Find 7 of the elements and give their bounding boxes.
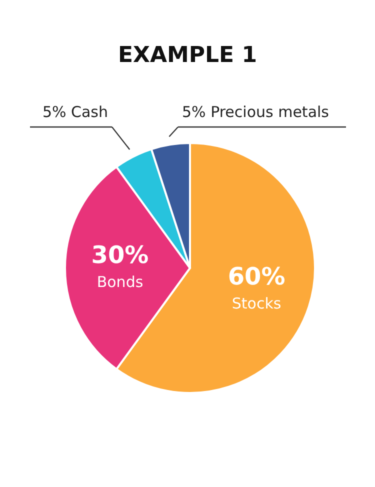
slice-label: Bonds (96, 273, 144, 291)
slice-label: Stocks (232, 294, 282, 313)
slice-label: 5% Precious metals (182, 103, 330, 121)
data-label: 60% (228, 262, 286, 291)
data-label: 30% (91, 241, 149, 269)
slice-label: 5% Cash (42, 103, 108, 121)
chart-title: EXAMPLE 1 (118, 43, 258, 68)
